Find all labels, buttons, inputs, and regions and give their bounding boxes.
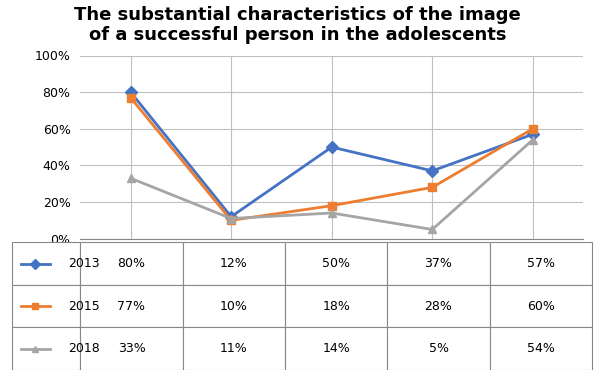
Text: 28%: 28% — [425, 300, 452, 313]
Bar — [80, 285, 183, 327]
Text: 12%: 12% — [220, 257, 248, 270]
Bar — [80, 327, 183, 370]
Bar — [285, 327, 387, 370]
Text: 60%: 60% — [527, 300, 555, 313]
Bar — [387, 242, 490, 285]
Text: 2013: 2013 — [68, 257, 99, 270]
Bar — [12, 285, 80, 327]
Text: 2015: 2015 — [68, 300, 100, 313]
Bar — [490, 285, 592, 327]
Bar — [12, 327, 80, 370]
Bar — [490, 327, 592, 370]
Text: 33%: 33% — [118, 342, 145, 355]
Bar — [12, 242, 80, 285]
Bar — [183, 242, 285, 285]
Text: 10%: 10% — [220, 300, 248, 313]
Text: 5%: 5% — [428, 342, 449, 355]
Bar — [80, 242, 183, 285]
Bar — [183, 285, 285, 327]
Bar — [285, 242, 387, 285]
Text: 11%: 11% — [220, 342, 248, 355]
Text: 50%: 50% — [322, 257, 350, 270]
Text: 37%: 37% — [425, 257, 452, 270]
Text: 77%: 77% — [117, 300, 146, 313]
Text: The substantial characteristics of the image
of a successful person in the adole: The substantial characteristics of the i… — [74, 6, 521, 44]
Text: 54%: 54% — [527, 342, 555, 355]
Text: 57%: 57% — [527, 257, 555, 270]
Bar — [490, 242, 592, 285]
Bar — [285, 285, 387, 327]
Text: 80%: 80% — [117, 257, 146, 270]
Bar — [387, 327, 490, 370]
Bar — [183, 327, 285, 370]
Text: 18%: 18% — [322, 300, 350, 313]
Text: 14%: 14% — [322, 342, 350, 355]
Text: 2018: 2018 — [68, 342, 100, 355]
Bar — [387, 285, 490, 327]
